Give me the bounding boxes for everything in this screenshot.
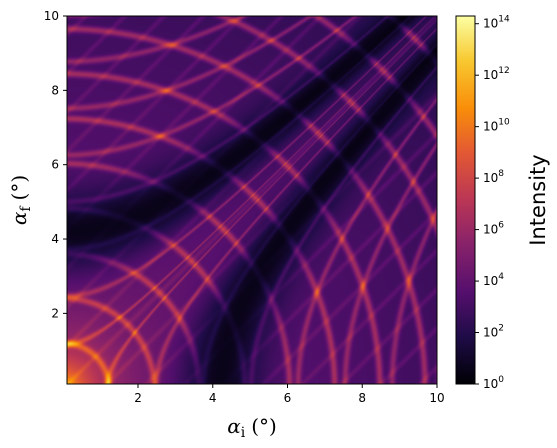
x-tick-label: 8 [358, 391, 366, 405]
colorbar-tick-label: 1012 [483, 66, 510, 82]
colorbar-label: Intensity [526, 154, 550, 245]
y-tick-label: 8 [51, 83, 59, 97]
x-tick-label: 2 [134, 391, 142, 405]
colorbar-tick-label: 104 [483, 272, 504, 288]
colorbar: 100 102 104 106 108 1010 1012 1014 Intensity [455, 15, 550, 391]
y-axis-ticks: 2 4 6 8 10 [44, 9, 67, 320]
y-tick-label: 6 [51, 158, 59, 172]
colorbar-tick-label: 108 [483, 169, 504, 185]
x-tick-label: 10 [429, 391, 444, 405]
colorbar-ticks: 100 102 104 106 108 1010 1012 1014 [475, 15, 510, 391]
plot-frame [66, 15, 438, 385]
colorbar-tick-label: 100 [483, 375, 504, 391]
x-axis-label: αi (°) [227, 414, 277, 441]
x-tick-label: 4 [209, 391, 217, 405]
y-axis-label: αf(°) [7, 175, 34, 225]
y-tick-label: 4 [51, 232, 59, 246]
heatmap-image [67, 16, 437, 384]
colorbar-tick-label: 1014 [483, 15, 510, 31]
heatmap-area [67, 16, 437, 384]
colorbar-tick-label: 106 [483, 221, 504, 237]
colorbar-gradient [455, 15, 476, 385]
y-tick-label: 10 [44, 9, 59, 23]
x-axis-ticks: 2 4 6 8 10 [134, 384, 445, 405]
y-tick-label: 2 [51, 306, 59, 320]
colorbar-tick-label: 1010 [483, 118, 510, 134]
colorbar-tick-label: 102 [483, 324, 504, 340]
x-tick-label: 6 [284, 391, 292, 405]
